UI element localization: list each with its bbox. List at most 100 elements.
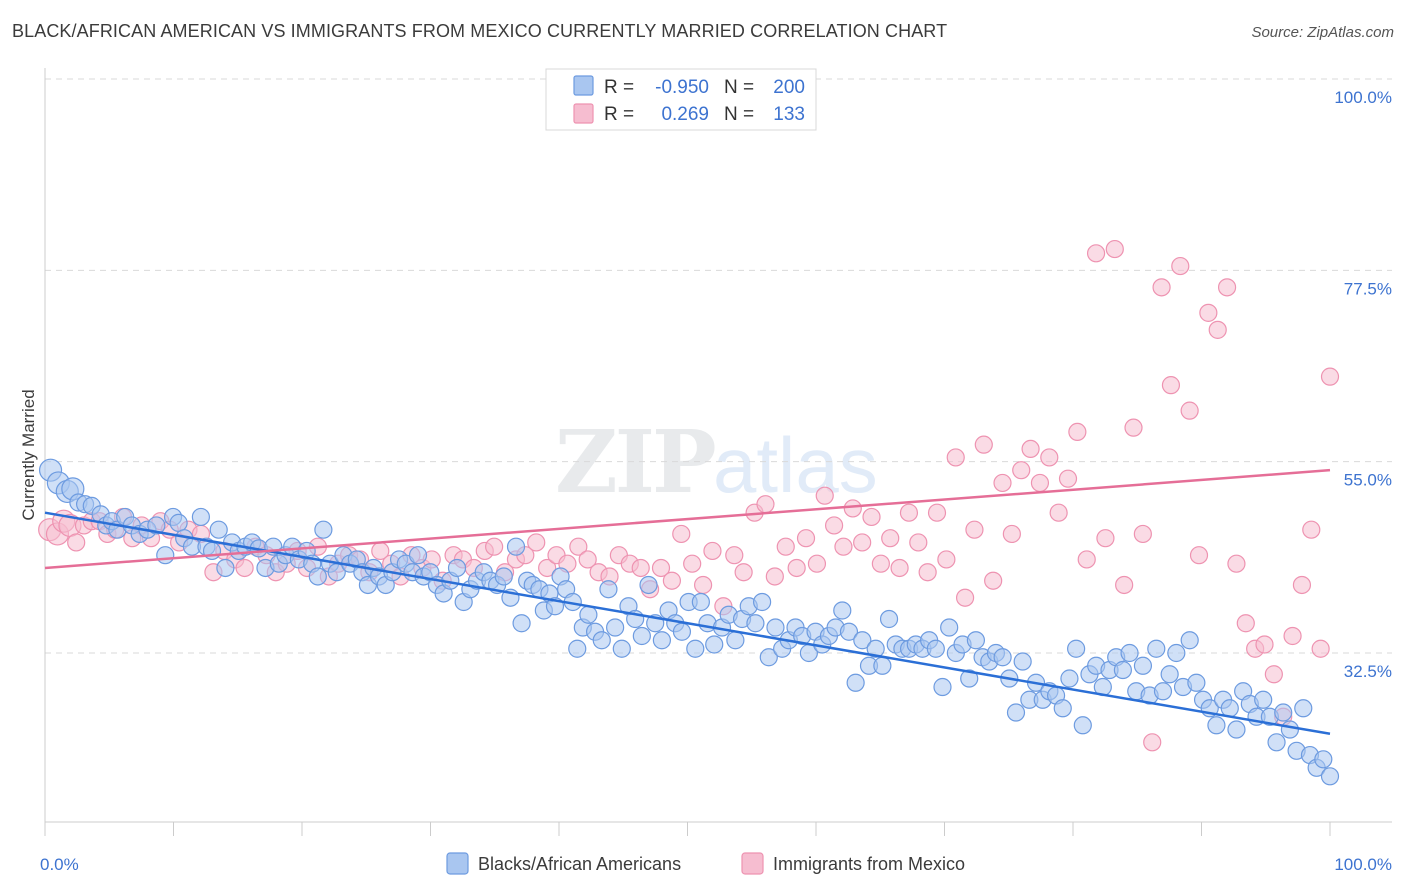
- data-point: [960, 669, 979, 688]
- data-point: [209, 520, 228, 539]
- data-point: [881, 529, 900, 548]
- data-point: [726, 631, 745, 650]
- data-point: [1067, 639, 1086, 658]
- data-point: [1049, 503, 1068, 522]
- data-point: [67, 533, 86, 552]
- data-point: [1086, 244, 1106, 263]
- data-point: [408, 546, 428, 565]
- source-label: Source: ZipAtlas.com: [1251, 24, 1394, 41]
- data-point: [693, 575, 713, 595]
- y-tick-label: 77.5%: [1344, 279, 1392, 298]
- data-point: [1152, 278, 1171, 297]
- data-point: [839, 622, 859, 641]
- data-point: [672, 622, 692, 641]
- data-point: [1180, 631, 1199, 650]
- data-point: [843, 499, 862, 518]
- data-point: [796, 529, 816, 548]
- axes: [44, 68, 1392, 836]
- chart-title: BLACK/AFRICAN AMERICAN VS IMMIGRANTS FRO…: [12, 21, 948, 41]
- data-point: [651, 558, 671, 578]
- legend-blue-r-value: -0.950: [655, 77, 709, 98]
- bottom-legend-blue-swatch: [446, 852, 469, 875]
- data-point: [833, 601, 852, 620]
- data-point: [1053, 699, 1072, 718]
- data-point: [1073, 716, 1092, 735]
- data-point: [1143, 733, 1162, 752]
- data-point: [1292, 575, 1312, 595]
- data-point: [686, 639, 705, 658]
- pink-trendline: [44, 468, 1331, 570]
- data-point: [815, 486, 834, 505]
- bottom-legend-pink-swatch: [741, 852, 764, 875]
- data-point: [1283, 626, 1302, 646]
- x-tick-label-min: 0.0%: [40, 855, 79, 874]
- svg-text:ZIP: ZIP: [555, 412, 715, 513]
- data-point: [909, 533, 928, 552]
- legend-pink-r-label: R =: [604, 104, 634, 125]
- data-point: [703, 541, 722, 561]
- data-point: [1124, 418, 1143, 437]
- data-point: [1208, 320, 1227, 339]
- data-point: [631, 558, 650, 578]
- data-point: [753, 592, 772, 612]
- data-point: [683, 554, 702, 573]
- data-point: [1058, 469, 1078, 488]
- data-point: [169, 513, 188, 532]
- legend-blue-n-label: N =: [724, 77, 754, 98]
- data-point: [1207, 716, 1226, 735]
- data-point: [1160, 665, 1179, 684]
- data-point: [853, 631, 872, 650]
- data-point: [1180, 401, 1199, 420]
- data-point: [1167, 643, 1186, 663]
- data-point: [1236, 614, 1255, 633]
- legend-pink-n-value: 133: [773, 104, 805, 125]
- data-point: [1171, 256, 1190, 276]
- data-point: [705, 635, 724, 654]
- data-point: [672, 524, 691, 544]
- data-point: [1096, 529, 1115, 548]
- data-point: [216, 558, 235, 578]
- bottom-legend-pink-label: Immigrants from Mexico: [773, 854, 965, 874]
- data-point: [966, 631, 986, 650]
- data-point: [639, 575, 658, 595]
- data-point: [937, 550, 956, 569]
- bottom-legend-blue-label: Blacks/African Americans: [478, 854, 681, 874]
- data-point: [1311, 639, 1330, 658]
- x-tick-label-max: 100.0%: [1334, 855, 1392, 874]
- data-point: [1267, 733, 1286, 752]
- y-axis-title: Currently Married: [19, 389, 38, 520]
- data-point: [1113, 660, 1132, 680]
- svg-text:atlas: atlas: [713, 421, 878, 509]
- data-point: [866, 639, 885, 658]
- data-point: [1133, 524, 1152, 544]
- data-point: [1013, 652, 1032, 671]
- data-point: [955, 588, 975, 607]
- data-point: [1314, 750, 1333, 769]
- data-point: [1115, 575, 1134, 595]
- data-point: [746, 614, 765, 633]
- data-point: [527, 533, 546, 552]
- data-point: [1254, 690, 1273, 709]
- data-point: [1133, 656, 1153, 675]
- data-point: [862, 507, 881, 527]
- data-point: [946, 448, 965, 467]
- data-point: [879, 609, 899, 629]
- data-point: [1153, 682, 1173, 701]
- data-point: [308, 567, 327, 586]
- data-point: [756, 495, 775, 514]
- correlation-legend: R = -0.950 N = 200 R = 0.269 N = 133: [545, 68, 817, 131]
- data-point: [538, 558, 557, 578]
- legend-blue-swatch: [573, 75, 594, 96]
- data-point: [485, 537, 504, 556]
- data-point: [606, 618, 625, 637]
- legend-blue-r-label: R =: [604, 77, 634, 98]
- data-point: [993, 648, 1012, 667]
- data-point: [846, 673, 865, 692]
- data-point: [1147, 639, 1166, 658]
- data-point: [147, 516, 166, 535]
- data-point: [734, 563, 753, 582]
- data-point: [807, 554, 827, 573]
- watermark: ZIP atlas: [555, 412, 878, 513]
- data-point: [314, 520, 333, 539]
- data-point: [579, 605, 598, 624]
